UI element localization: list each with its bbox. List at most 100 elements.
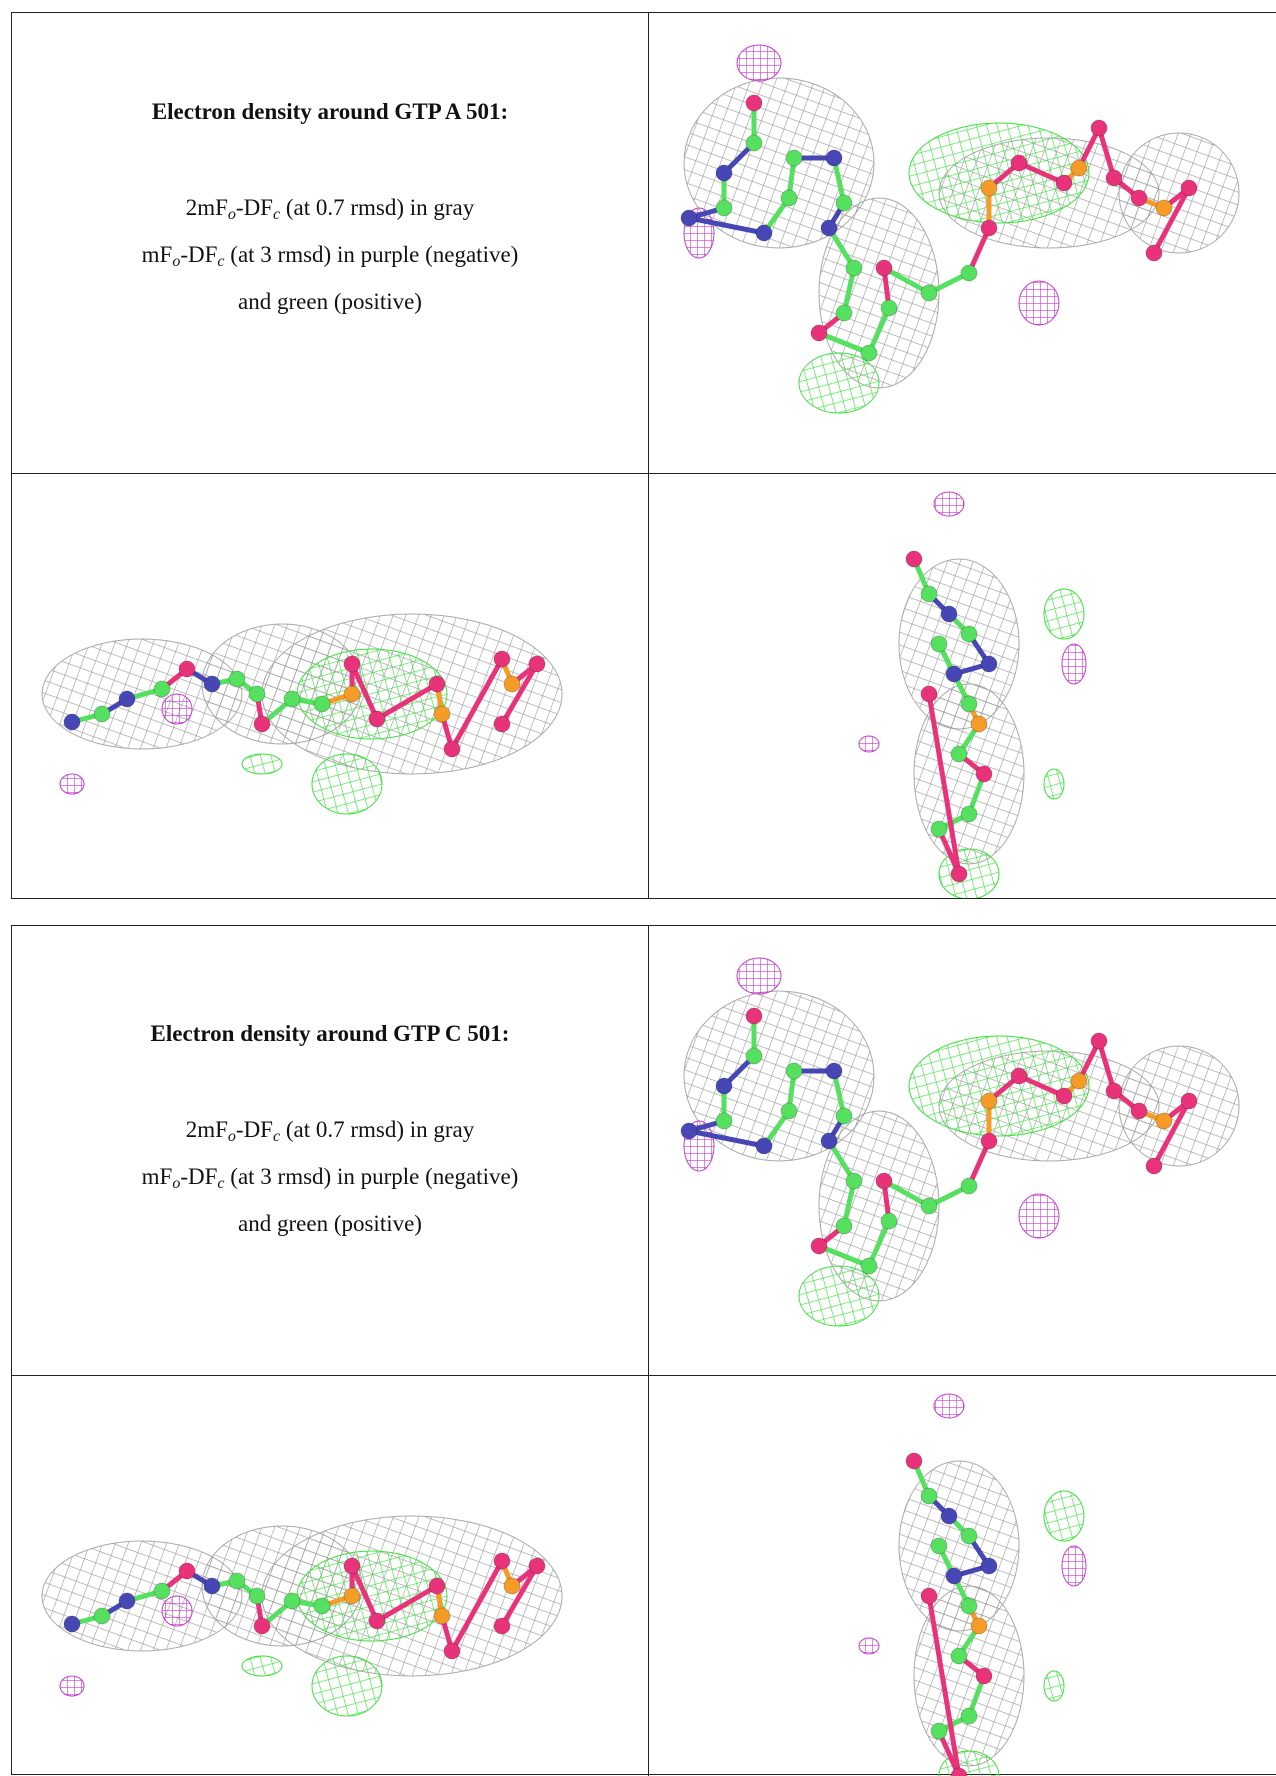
text: mF <box>142 1164 173 1189</box>
density-image <box>12 1376 648 1776</box>
molecule <box>42 1516 562 1716</box>
atom <box>981 1093 997 1109</box>
subscript: c <box>217 1175 224 1192</box>
atom <box>1146 1158 1162 1174</box>
atom <box>946 1568 962 1584</box>
page: Electron density around GTP A 501: 2mFo-… <box>0 0 1276 1747</box>
atom <box>314 696 330 712</box>
positive-mesh <box>242 754 282 774</box>
atom <box>811 1238 827 1254</box>
text: -DF <box>180 242 217 267</box>
atom <box>931 636 947 652</box>
table-a: Electron density around GTP A 501: 2mFo-… <box>11 12 1276 899</box>
positive-mesh <box>799 1266 879 1326</box>
atom <box>249 1588 265 1604</box>
table-c: Electron density around GTP C 501: 2mFo-… <box>11 925 1276 1775</box>
subscript: o <box>228 1128 236 1145</box>
atom <box>204 676 220 692</box>
atom <box>946 666 962 682</box>
atom <box>961 626 977 642</box>
atom <box>681 1123 697 1139</box>
atom <box>369 1613 385 1629</box>
atom <box>961 1708 977 1724</box>
density-image <box>649 474 1276 898</box>
molecule <box>681 45 1239 413</box>
subscript: c <box>273 206 280 223</box>
atom <box>504 676 520 692</box>
density-image <box>12 474 648 898</box>
atom <box>344 1558 360 1574</box>
image-cell <box>649 474 1276 898</box>
positive-mesh <box>799 353 879 413</box>
negative-mesh <box>934 492 964 516</box>
atom <box>746 1048 762 1064</box>
positive-mesh <box>1044 1671 1064 1701</box>
atom <box>494 716 510 732</box>
text: -DF <box>180 1164 217 1189</box>
atom <box>314 1598 330 1614</box>
density-image <box>649 13 1276 473</box>
text: 2mF <box>186 1117 228 1142</box>
subscript: c <box>217 253 224 270</box>
text: (at 0.7 rmsd) in gray <box>280 195 474 220</box>
atom <box>1146 245 1162 261</box>
atom <box>429 676 445 692</box>
positive-mesh <box>312 1656 382 1716</box>
image-cell <box>12 474 649 898</box>
atom <box>836 1108 852 1124</box>
negative-mesh <box>737 45 781 81</box>
molecule <box>859 492 1086 898</box>
atom <box>716 1078 732 1094</box>
image-cell <box>12 1376 649 1776</box>
atom <box>961 696 977 712</box>
atom <box>961 265 977 281</box>
legend-line: 2mFo-DFc (at 0.7 rmsd) in gray <box>12 188 648 235</box>
atom <box>921 285 937 301</box>
atom <box>119 1593 135 1609</box>
negative-mesh <box>1019 1194 1059 1238</box>
molecule <box>681 958 1239 1326</box>
atom <box>781 1103 797 1119</box>
atom <box>921 1488 937 1504</box>
negative-mesh <box>1019 281 1059 325</box>
negative-mesh <box>859 736 879 752</box>
atom <box>821 1133 837 1149</box>
atom <box>881 300 897 316</box>
atom <box>906 551 922 567</box>
atom <box>681 210 697 226</box>
panel-title: Electron density around GTP A 501: <box>12 99 648 125</box>
atom <box>119 691 135 707</box>
positive-mesh <box>939 849 999 898</box>
text: (at 0.7 rmsd) in gray <box>280 1117 474 1142</box>
atom <box>836 195 852 211</box>
atom <box>434 1608 450 1624</box>
atom <box>444 741 460 757</box>
atom <box>906 1453 922 1469</box>
atom <box>344 686 360 702</box>
negative-mesh <box>934 1394 964 1418</box>
image-cell <box>649 13 1276 473</box>
atom <box>976 766 992 782</box>
atom <box>881 1213 897 1229</box>
positive-mesh <box>1044 1491 1084 1541</box>
atom <box>951 746 967 762</box>
atom <box>344 1588 360 1604</box>
atom <box>836 305 852 321</box>
negative-mesh <box>859 1638 879 1654</box>
negative-mesh <box>60 774 84 794</box>
atom <box>921 586 937 602</box>
atom <box>876 260 892 276</box>
density-image <box>649 1376 1276 1776</box>
atom <box>961 1598 977 1614</box>
text: -DF <box>236 195 273 220</box>
negative-mesh <box>1062 1546 1086 1586</box>
atom <box>876 1173 892 1189</box>
atom <box>1056 175 1072 191</box>
atom <box>1106 1083 1122 1099</box>
atom <box>811 325 827 341</box>
atom <box>951 1648 967 1664</box>
atom <box>494 651 510 667</box>
atom <box>921 686 937 702</box>
atom <box>716 1113 732 1129</box>
